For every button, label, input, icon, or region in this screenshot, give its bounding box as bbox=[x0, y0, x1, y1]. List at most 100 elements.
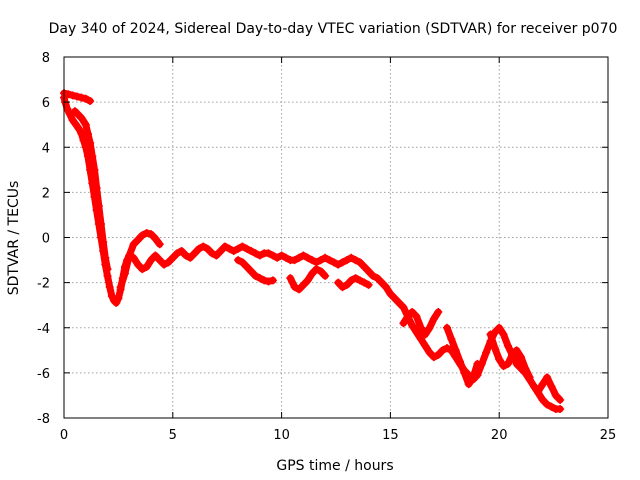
data-point bbox=[238, 242, 247, 251]
data-point bbox=[255, 274, 264, 283]
data-point bbox=[390, 294, 399, 303]
data-point bbox=[81, 120, 90, 129]
data-point bbox=[312, 265, 321, 274]
data-point bbox=[499, 362, 508, 371]
data-point bbox=[342, 280, 351, 289]
data-point bbox=[186, 253, 195, 262]
data-point bbox=[325, 256, 334, 265]
data-point bbox=[234, 256, 243, 265]
data-series bbox=[60, 89, 565, 413]
data-point bbox=[151, 251, 160, 260]
data-point bbox=[360, 262, 369, 271]
data-point bbox=[382, 283, 391, 292]
data-point bbox=[90, 165, 99, 174]
data-point bbox=[355, 258, 364, 267]
data-point bbox=[399, 319, 408, 328]
data-point bbox=[160, 260, 169, 269]
data-point bbox=[199, 242, 208, 251]
data-point bbox=[164, 258, 173, 267]
data-point bbox=[286, 274, 295, 283]
data-point bbox=[447, 335, 456, 344]
data-point bbox=[181, 251, 190, 260]
data-point bbox=[429, 353, 438, 362]
data-point bbox=[264, 249, 273, 258]
data-point bbox=[503, 341, 512, 350]
data-point bbox=[295, 285, 304, 294]
data-point bbox=[86, 96, 95, 105]
data-point bbox=[73, 92, 82, 101]
series-line-lower-branch-7 bbox=[487, 331, 534, 381]
x-tick-label: 5 bbox=[169, 428, 177, 443]
data-point bbox=[64, 90, 73, 99]
data-point bbox=[86, 138, 95, 147]
y-tick-label: 8 bbox=[42, 51, 50, 66]
data-point bbox=[105, 283, 114, 292]
x-tick-label: 25 bbox=[600, 428, 617, 443]
axis-ticks bbox=[63, 56, 609, 419]
data-point bbox=[147, 256, 156, 265]
data-point bbox=[138, 231, 147, 240]
data-point bbox=[412, 312, 421, 321]
data-point bbox=[499, 330, 508, 339]
data-point bbox=[464, 380, 473, 389]
data-point bbox=[516, 353, 525, 362]
data-point bbox=[486, 330, 495, 339]
data-point bbox=[347, 253, 356, 262]
data-point bbox=[503, 359, 512, 368]
data-point bbox=[442, 323, 451, 332]
series-line-lower-branch-1 bbox=[117, 229, 164, 291]
data-point bbox=[295, 253, 304, 262]
data-point bbox=[425, 348, 434, 357]
data-point bbox=[120, 269, 129, 278]
data-point bbox=[316, 267, 325, 276]
y-axis-label: SDTVAR / TECUs bbox=[6, 181, 22, 296]
data-point bbox=[238, 258, 247, 267]
data-point bbox=[216, 247, 225, 256]
data-point bbox=[260, 276, 269, 285]
data-point bbox=[70, 107, 79, 116]
data-point bbox=[151, 234, 160, 243]
data-point bbox=[543, 373, 552, 382]
data-point bbox=[316, 256, 325, 265]
data-point bbox=[512, 346, 521, 355]
data-point bbox=[355, 276, 364, 285]
data-point bbox=[71, 120, 80, 129]
data-point bbox=[99, 238, 108, 247]
data-point bbox=[368, 271, 377, 280]
data-point bbox=[495, 355, 504, 364]
data-point bbox=[321, 253, 330, 262]
data-point bbox=[142, 228, 151, 237]
data-point bbox=[338, 283, 347, 292]
data-point bbox=[416, 335, 425, 344]
y-tick-label: -8 bbox=[37, 412, 50, 427]
data-point bbox=[412, 328, 421, 337]
data-point bbox=[551, 391, 560, 400]
x-axis-label: GPS time / hours bbox=[276, 458, 393, 474]
data-point bbox=[168, 253, 177, 262]
y-tick-label: 2 bbox=[42, 186, 50, 201]
data-point bbox=[107, 292, 116, 301]
y-tick-label: 0 bbox=[42, 232, 50, 247]
data-point bbox=[68, 91, 77, 100]
data-point bbox=[101, 253, 110, 262]
data-point bbox=[194, 244, 203, 253]
data-point bbox=[403, 312, 412, 321]
data-point bbox=[347, 276, 356, 285]
data-point bbox=[103, 271, 112, 280]
series-line-main bbox=[60, 94, 564, 413]
data-point bbox=[190, 249, 199, 258]
data-point bbox=[77, 113, 86, 122]
data-point bbox=[408, 307, 417, 316]
data-point bbox=[434, 307, 443, 316]
data-point bbox=[351, 256, 360, 265]
data-point bbox=[92, 183, 101, 192]
x-tick-label: 10 bbox=[273, 428, 290, 443]
y-tick-label: 6 bbox=[42, 96, 50, 111]
data-point bbox=[329, 258, 338, 267]
x-tick-label: 0 bbox=[60, 428, 68, 443]
data-point bbox=[482, 348, 491, 357]
data-point bbox=[364, 267, 373, 276]
data-point bbox=[177, 247, 186, 256]
data-point bbox=[234, 244, 243, 253]
